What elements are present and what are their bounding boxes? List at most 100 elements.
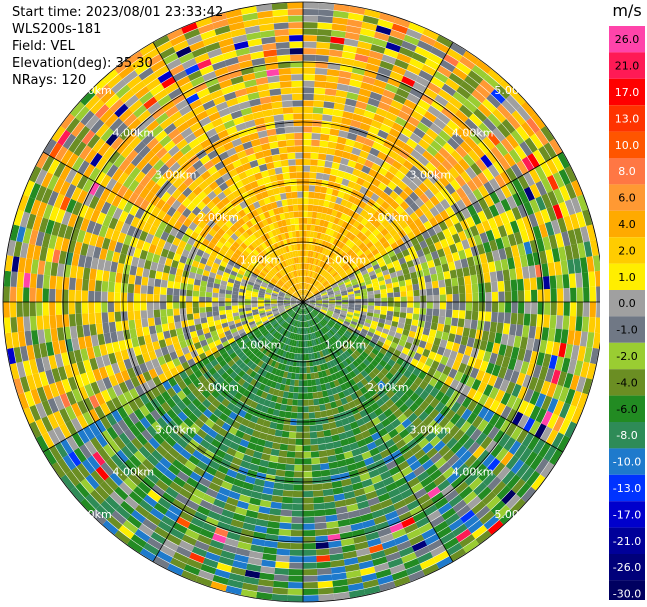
velocity-gate <box>342 343 349 351</box>
velocity-gate <box>381 385 391 394</box>
velocity-gate <box>321 307 328 310</box>
velocity-gate <box>217 403 227 413</box>
velocity-gate <box>259 288 266 292</box>
velocity-gate <box>432 168 444 180</box>
velocity-gate <box>122 175 135 189</box>
velocity-gate <box>326 242 333 250</box>
velocity-gate <box>406 528 422 540</box>
velocity-gate <box>321 475 332 484</box>
velocity-gate <box>386 380 395 390</box>
velocity-gate <box>146 302 154 311</box>
velocity-gate <box>99 248 108 260</box>
velocity-gate <box>433 550 450 564</box>
velocity-gate <box>274 340 281 347</box>
velocity-gate <box>158 373 168 384</box>
velocity-gate <box>331 480 343 489</box>
velocity-gate <box>215 273 223 281</box>
velocity-gate <box>422 415 434 427</box>
velocity-gate <box>331 189 340 197</box>
velocity-gate <box>263 385 271 393</box>
velocity-gate <box>337 281 345 287</box>
velocity-gate <box>243 337 251 344</box>
velocity-gate <box>293 293 299 298</box>
velocity-gate <box>277 326 283 333</box>
velocity-gate <box>317 580 333 589</box>
velocity-gate <box>217 228 226 237</box>
velocity-gate <box>227 359 236 368</box>
velocity-gate <box>36 435 49 452</box>
velocity-gate <box>336 83 349 92</box>
velocity-gate <box>285 294 292 298</box>
velocity-gate <box>341 178 350 187</box>
velocity-gate <box>282 276 288 282</box>
velocity-gate <box>160 287 167 295</box>
velocity-gate <box>380 95 393 106</box>
velocity-gate <box>354 307 361 312</box>
velocity-gate <box>309 300 316 302</box>
velocity-gate <box>514 145 527 160</box>
velocity-gate <box>218 297 225 302</box>
velocity-gate <box>245 350 253 357</box>
velocity-gate <box>491 364 502 377</box>
velocity-gate <box>117 419 129 433</box>
velocity-gate <box>315 298 322 300</box>
velocity-gate <box>313 503 325 510</box>
velocity-gate <box>405 170 417 181</box>
velocity-gate <box>61 237 70 252</box>
velocity-gate <box>309 165 318 173</box>
velocity-gate <box>349 153 359 162</box>
velocity-gate <box>203 160 215 171</box>
velocity-gate <box>277 362 283 370</box>
velocity-gate <box>57 366 68 381</box>
velocity-gate <box>431 280 439 289</box>
velocity-gate <box>249 323 257 329</box>
velocity-gate <box>330 328 337 334</box>
velocity-gate <box>405 279 413 286</box>
velocity-gate <box>293 340 297 347</box>
velocity-gate <box>221 244 230 253</box>
velocity-gate <box>198 413 209 424</box>
velocity-gate <box>413 406 424 417</box>
velocity-gate <box>76 414 89 429</box>
velocity-gate <box>218 427 228 438</box>
velocity-gate <box>504 291 512 302</box>
velocity-gate <box>427 335 435 345</box>
velocity-gate <box>373 240 382 249</box>
velocity-gate <box>139 249 148 260</box>
velocity-gate <box>101 160 114 175</box>
velocity-gate <box>312 346 317 353</box>
velocity-gate <box>207 165 218 176</box>
velocity-gate <box>187 212 197 222</box>
velocity-gate <box>370 193 380 202</box>
velocity-gate <box>215 240 224 249</box>
velocity-gate <box>345 373 353 381</box>
velocity-gate <box>511 206 522 221</box>
velocity-gate <box>329 260 336 267</box>
velocity-gate <box>89 323 97 336</box>
velocity-gate <box>229 351 238 360</box>
velocity-gate <box>335 211 343 219</box>
velocity-gate <box>340 198 348 207</box>
velocity-gate <box>293 306 299 311</box>
velocity-gate <box>411 277 419 285</box>
velocity-gate <box>303 445 311 452</box>
velocity-gate <box>177 261 186 270</box>
velocity-gate <box>402 449 414 461</box>
velocity-gate <box>295 438 303 445</box>
velocity-gate <box>59 408 71 424</box>
velocity-gate <box>266 263 273 270</box>
velocity-gate <box>332 313 340 318</box>
velocity-gate <box>234 506 248 516</box>
velocity-gate <box>511 411 524 426</box>
velocity-gate <box>308 304 315 308</box>
velocity-gate <box>338 163 348 172</box>
velocity-gate <box>400 127 413 138</box>
velocity-gate <box>542 276 550 290</box>
velocity-gate <box>335 176 344 185</box>
velocity-gate <box>389 71 404 82</box>
velocity-gate <box>320 383 327 391</box>
velocity-gate <box>412 367 422 377</box>
velocity-gate <box>234 450 245 460</box>
velocity-gate <box>295 307 300 313</box>
velocity-gate <box>303 308 305 315</box>
